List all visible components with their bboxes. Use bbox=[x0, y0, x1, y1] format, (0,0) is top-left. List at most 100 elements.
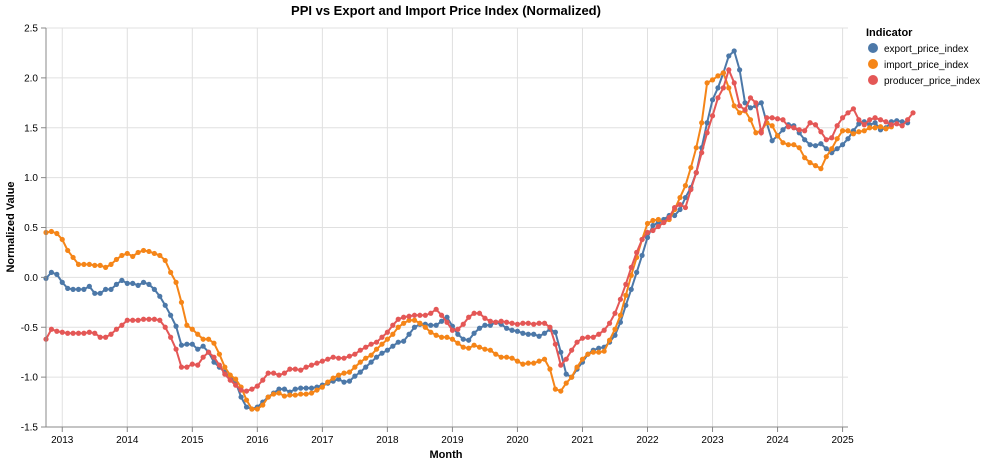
data-point bbox=[780, 127, 786, 133]
data-point bbox=[807, 160, 813, 166]
data-point bbox=[769, 138, 775, 144]
data-point bbox=[178, 299, 185, 305]
data-point bbox=[352, 364, 358, 370]
data-point bbox=[373, 339, 380, 345]
data-point bbox=[747, 117, 754, 123]
data-point bbox=[493, 319, 499, 325]
data-point bbox=[682, 194, 689, 201]
data-point bbox=[867, 125, 873, 131]
data-point bbox=[802, 128, 808, 134]
data-point bbox=[205, 336, 212, 342]
data-point bbox=[411, 317, 418, 323]
data-point bbox=[699, 150, 705, 156]
data-point bbox=[314, 360, 320, 366]
y-tick-label: 0.5 bbox=[24, 223, 38, 234]
data-point bbox=[650, 222, 656, 229]
data-point bbox=[433, 332, 439, 338]
data-point bbox=[482, 346, 488, 352]
x-tick-label: 2021 bbox=[571, 435, 594, 446]
data-point bbox=[514, 358, 521, 364]
data-point bbox=[504, 319, 510, 325]
data-point bbox=[780, 140, 786, 146]
data-point bbox=[162, 257, 168, 264]
data-point bbox=[829, 135, 835, 141]
data-point bbox=[222, 364, 228, 370]
data-point bbox=[368, 359, 374, 365]
data-point bbox=[596, 345, 602, 351]
data-point bbox=[195, 346, 201, 352]
data-point bbox=[384, 347, 390, 353]
data-point bbox=[471, 310, 477, 316]
data-point bbox=[612, 310, 618, 316]
data-point bbox=[428, 329, 434, 335]
data-point bbox=[346, 353, 353, 359]
data-point bbox=[168, 312, 174, 318]
data-point bbox=[249, 406, 255, 412]
data-point bbox=[482, 315, 488, 321]
data-point bbox=[558, 388, 564, 394]
data-point bbox=[704, 120, 710, 126]
data-point bbox=[168, 269, 174, 275]
data-point bbox=[520, 320, 526, 326]
data-point bbox=[227, 372, 233, 378]
data-point bbox=[579, 356, 586, 362]
data-point bbox=[233, 382, 239, 388]
data-point bbox=[877, 117, 884, 123]
data-point bbox=[482, 322, 488, 328]
data-point bbox=[417, 312, 423, 318]
data-point bbox=[373, 354, 380, 360]
data-point bbox=[135, 282, 141, 288]
data-point bbox=[173, 323, 179, 329]
data-point bbox=[124, 280, 130, 286]
data-point bbox=[292, 392, 298, 398]
data-point bbox=[677, 206, 683, 213]
data-point bbox=[791, 125, 797, 131]
data-point bbox=[574, 339, 580, 345]
data-point bbox=[601, 327, 607, 333]
data-point bbox=[634, 249, 640, 256]
data-point bbox=[238, 387, 244, 393]
data-point bbox=[113, 256, 120, 263]
data-point bbox=[812, 143, 819, 149]
data-point bbox=[341, 370, 347, 376]
data-point bbox=[877, 124, 884, 130]
data-point bbox=[466, 314, 472, 320]
data-point bbox=[368, 352, 374, 358]
data-point bbox=[444, 319, 450, 325]
data-point bbox=[401, 338, 407, 344]
data-point bbox=[693, 145, 699, 151]
x-tick-label: 2024 bbox=[766, 435, 789, 446]
data-point bbox=[276, 372, 282, 378]
data-point bbox=[243, 404, 250, 410]
data-point bbox=[298, 385, 304, 391]
data-point bbox=[617, 312, 624, 318]
data-point bbox=[254, 406, 260, 412]
data-point bbox=[319, 358, 325, 364]
data-point bbox=[661, 219, 667, 226]
data-point bbox=[818, 166, 824, 172]
data-point bbox=[379, 350, 385, 356]
data-point bbox=[623, 281, 629, 287]
data-point bbox=[531, 331, 537, 337]
data-point bbox=[655, 223, 661, 230]
data-point bbox=[325, 356, 331, 362]
data-point bbox=[270, 391, 277, 397]
data-point bbox=[807, 120, 813, 126]
data-point bbox=[384, 336, 390, 342]
data-point bbox=[861, 128, 867, 134]
data-point bbox=[487, 347, 493, 353]
data-point bbox=[70, 254, 76, 261]
data-point bbox=[547, 366, 553, 372]
y-tick-label: -0.5 bbox=[21, 323, 39, 334]
data-point bbox=[606, 337, 613, 343]
data-point bbox=[699, 120, 705, 126]
data-point bbox=[834, 136, 840, 142]
data-point bbox=[487, 322, 493, 328]
data-point bbox=[731, 80, 737, 86]
data-point bbox=[628, 264, 634, 270]
data-point bbox=[140, 279, 147, 285]
data-point bbox=[265, 394, 271, 400]
y-tick-label: 1.0 bbox=[24, 173, 38, 184]
data-point bbox=[449, 327, 456, 333]
data-point bbox=[552, 329, 558, 335]
